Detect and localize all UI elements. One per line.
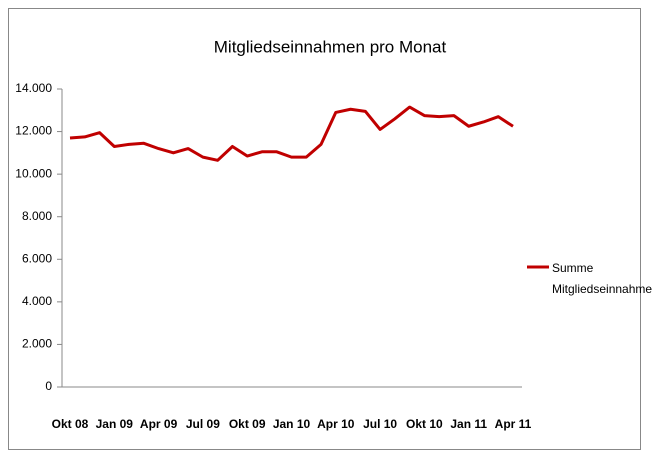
y-tick-label: 0 xyxy=(45,379,52,393)
legend-label: Summe Mitgliedseinnahmen xyxy=(552,261,652,296)
y-tick-label: 2.000 xyxy=(22,337,52,351)
y-tick-label: 8.000 xyxy=(22,209,52,223)
x-tick-label: Jul 10 xyxy=(363,417,397,431)
y-tick-label: 12.000 xyxy=(15,124,52,138)
data-line xyxy=(69,105,514,162)
chart-border xyxy=(8,8,641,450)
x-tick-label: Okt 09 xyxy=(229,417,266,431)
x-tick-label: Jul 09 xyxy=(186,417,220,431)
y-tick-label: 10.000 xyxy=(15,166,52,180)
x-tick-label: Jan 10 xyxy=(273,417,311,431)
x-tick-label: Apr 09 xyxy=(140,417,178,431)
y-tick-label: 14.000 xyxy=(15,81,52,95)
x-tick-label: Jan 09 xyxy=(96,417,134,431)
chart-title: Mitgliedseinnahmen pro Monat xyxy=(214,37,447,56)
y-tick-label: 4.000 xyxy=(22,294,52,308)
x-tick-label: Jan 11 xyxy=(450,417,487,431)
x-tick-label: Okt 08 xyxy=(52,417,89,431)
x-tick-label: Apr 11 xyxy=(495,417,532,431)
y-tick-label: 6.000 xyxy=(22,251,52,265)
x-tick-label: Apr 10 xyxy=(317,417,355,431)
x-tick-label: Okt 10 xyxy=(406,417,443,431)
